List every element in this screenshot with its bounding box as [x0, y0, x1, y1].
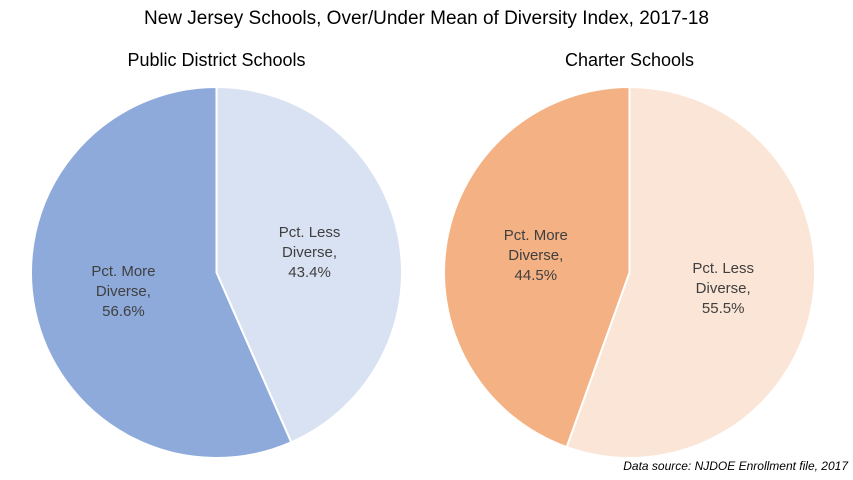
chart-title: New Jersey Schools, Over/Under Mean of D… [144, 8, 709, 29]
pie-subtitle-charter-schools: Charter Schools [564, 50, 695, 70]
pie-slice-pct-more-diverse [443, 86, 631, 449]
pie-slice-pct-more-diverse [30, 86, 293, 459]
pie-slice-pct-less-diverse [565, 86, 816, 459]
pie-subtitle-public-district-schools: Public District Schools [127, 50, 306, 70]
pie-chart-charter-schools: Pct. Less Diverse, 55.5% Pct. More Divers… [443, 86, 816, 459]
pie-svg [30, 86, 403, 459]
data-source-note: Data source: NJDOE Enrollment file, 2017 [623, 459, 848, 473]
pie-chart-public-district-schools: Pct. Less Diverse, 43.4% Pct. More Divers… [30, 86, 403, 459]
pie-svg [443, 86, 816, 459]
pie-slice-pct-less-diverse [215, 86, 403, 444]
